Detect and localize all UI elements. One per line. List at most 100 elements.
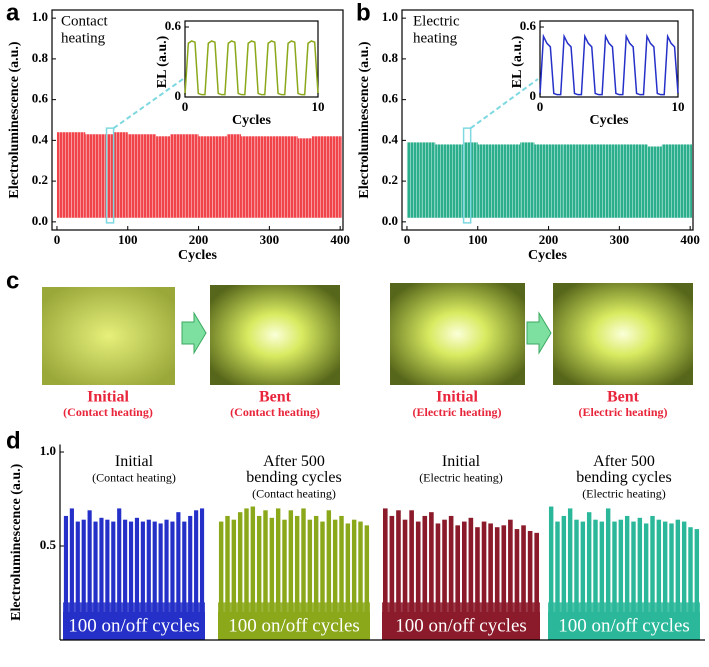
y-axis-title: Electroluminescence (a.u.) [9, 463, 24, 621]
el-peak [364, 525, 370, 640]
el-peak [326, 510, 332, 640]
el-peak [69, 508, 74, 640]
el-band [326, 136, 341, 218]
inset-x-title: Cycles [232, 113, 271, 128]
el-band [520, 142, 535, 218]
x-tick-label: 0 [54, 232, 61, 247]
el-band [506, 144, 521, 218]
el-peak [694, 529, 700, 640]
annotation: Electric [413, 13, 460, 29]
el-peak [123, 519, 128, 640]
el-peak [152, 521, 157, 640]
y-tick-label: 0.5 [40, 537, 57, 552]
y-tick-label: 0.2 [382, 172, 398, 187]
group-label: After 500 [593, 453, 655, 470]
el-peak [561, 515, 567, 640]
annotation: heating [413, 30, 458, 46]
el-peak [567, 508, 573, 640]
group-label: (Electric heating) [419, 470, 503, 484]
el-band [449, 144, 464, 218]
el-peak [618, 519, 624, 640]
el-band [170, 134, 185, 218]
photo [210, 285, 340, 385]
photo-caption: Bent [259, 389, 292, 406]
el-band [477, 144, 492, 218]
caption-bg [548, 612, 700, 640]
el-peak [675, 519, 681, 640]
el-peak [134, 517, 140, 640]
el-band [255, 136, 270, 218]
el-peak [382, 508, 388, 640]
el-band [141, 134, 157, 218]
group-label: bending cycles [246, 469, 342, 486]
x-axis-title: Cycles [528, 248, 567, 263]
el-peak [548, 506, 554, 640]
el-peak [301, 508, 306, 640]
inset-x-title: Cycles [590, 113, 629, 128]
el-peak [514, 529, 520, 640]
caption-bg [218, 612, 370, 640]
el-peak [358, 521, 363, 640]
el-peak [662, 521, 668, 640]
el-peak [218, 521, 224, 640]
el-peak [351, 519, 357, 640]
el-peak [508, 519, 513, 640]
x-tick-label: 0 [182, 99, 189, 114]
photo-caption: Initial [436, 389, 478, 406]
el-peak [435, 523, 441, 640]
el-peak [656, 519, 662, 640]
el-peak [87, 510, 92, 640]
el-peak [81, 519, 86, 640]
el-peak [442, 519, 447, 640]
el-peak [320, 521, 325, 640]
el-peak [637, 517, 643, 640]
inset-line [539, 33, 679, 96]
el-peak [681, 521, 687, 640]
el-peak [605, 508, 611, 640]
el-peak [313, 515, 319, 640]
el-peak [631, 521, 636, 640]
el-band [534, 144, 549, 218]
x-tick-label: 0 [537, 99, 544, 114]
el-band [562, 144, 577, 218]
el-peak [170, 521, 175, 640]
photo-caption: Initial [87, 389, 129, 406]
x-tick-label: 300 [260, 232, 280, 247]
y-tick-label: 0.0 [382, 213, 398, 228]
el-peak [244, 508, 249, 640]
y-axis-title: Electroluminescence (a.u.) [7, 41, 22, 199]
y-tick-label: 0 [530, 88, 537, 103]
el-peak [688, 527, 693, 640]
el-peak [307, 519, 313, 640]
el-peak [586, 512, 592, 640]
el-peak [63, 515, 69, 640]
el-peak [158, 523, 163, 640]
y-tick-label: 0.4 [32, 131, 49, 146]
plot-frame [51, 9, 344, 231]
el-band [198, 136, 213, 218]
el-peak [501, 525, 507, 640]
x-axis-title: Cycles [178, 248, 217, 263]
y-tick-label: 0.6 [32, 91, 49, 106]
el-peak [475, 527, 480, 640]
el-peak [555, 521, 560, 640]
y-tick-label: 0.6 [520, 18, 537, 33]
group-label: (Electric heating) [582, 486, 666, 500]
el-peak [481, 521, 487, 640]
el-peak [146, 519, 151, 640]
el-band [283, 136, 298, 218]
el-band [113, 132, 128, 218]
x-tick-label: 10 [672, 99, 685, 114]
el-peak [128, 521, 134, 640]
el-peak [599, 521, 605, 640]
el-band [241, 136, 256, 218]
plot-frame [401, 9, 694, 231]
el-band [605, 144, 620, 218]
el-peak [188, 515, 193, 640]
panel-label: c [6, 267, 19, 294]
group-label: bending cycles [576, 469, 672, 486]
x-tick-label: 10 [312, 99, 325, 114]
y-tick-label: 0.2 [32, 172, 48, 187]
photo [42, 287, 175, 385]
